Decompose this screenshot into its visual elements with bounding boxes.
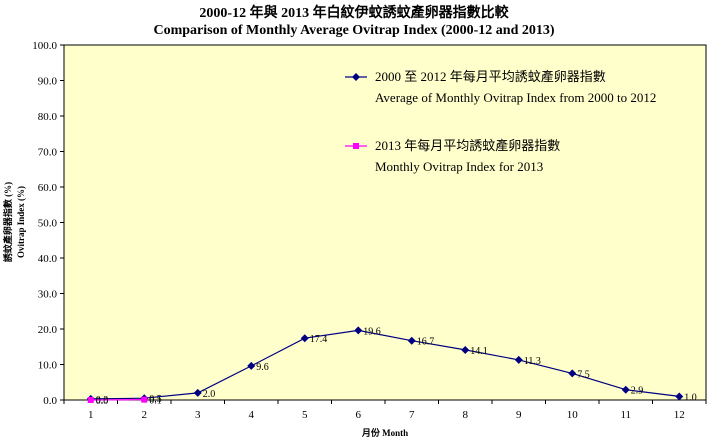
y-tick-label: 60.0: [38, 182, 58, 194]
x-tick-label: 12: [674, 409, 685, 421]
x-tick-label: 8: [463, 409, 469, 421]
series-1-point: [461, 345, 470, 354]
x-axis: 1 2 3 4 5 6 7 8 9 10 11 12: [63, 400, 707, 421]
x-tick-label: 10: [567, 409, 579, 421]
y-tick-label: 10.0: [38, 360, 58, 372]
series-1-data-label: 1.0: [684, 392, 697, 403]
x-tick-label: 6: [356, 409, 362, 421]
x-axis-title: 月份 Month: [361, 427, 408, 438]
x-tick-label: 2: [142, 409, 148, 421]
x-tick-label: 1: [88, 409, 94, 421]
series-1-data-label: 11.3: [524, 356, 541, 367]
chart-title: 2000-12 年與 2013 年白紋伊蚊誘蚊產卵器指數比較: [199, 4, 509, 21]
series-1-point: [247, 361, 256, 370]
series-1-point: [675, 392, 684, 401]
series-1-point: [514, 355, 523, 364]
series-1-data-label: 9.6: [256, 362, 269, 373]
y-tick-label: 80.0: [38, 111, 58, 123]
series-1-point: [193, 388, 202, 397]
y-tick-label: 90.0: [38, 76, 58, 88]
series-1-data-label: 16.7: [417, 337, 435, 348]
legend-label-series-1-en: Average of Monthly Ovitrap Index from 20…: [375, 90, 656, 105]
legend-marker-series-2: [353, 143, 359, 149]
x-tick-label: 4: [249, 409, 255, 421]
series-1-point: [354, 326, 363, 335]
y-tick-label: 30.0: [38, 289, 58, 301]
y-tick-label: 70.0: [38, 147, 58, 159]
series-1-data-label: 17.4: [310, 334, 328, 345]
legend-label-series-2-zh: 2013 年每月平均誘蚊產卵器指數: [375, 138, 560, 153]
series-1-data-label: 7.5: [577, 369, 590, 380]
x-tick-label: 9: [516, 409, 522, 421]
y-tick-label: 0.0: [43, 395, 57, 407]
chart-subtitle: Comparison of Monthly Average Ovitrap In…: [153, 23, 554, 38]
series-2-point: [141, 396, 148, 403]
series-1-point: [568, 369, 577, 378]
y-tick-label: 100.0: [32, 40, 57, 52]
series-1-data-label: 2.0: [203, 389, 216, 400]
series-1-point: [407, 336, 416, 345]
series-1-line: [90, 329, 680, 400]
series-1-data-label: 19.6: [363, 326, 381, 337]
series-1-data-label: 2.9: [631, 386, 644, 397]
y-tick-label: 50.0: [38, 218, 58, 230]
x-tick-label: 3: [195, 409, 201, 421]
legend-label-series-2-en: Monthly Ovitrap Index for 2013: [375, 159, 543, 174]
plot-area: [63, 44, 707, 401]
series-1-data-label: 0.5: [149, 394, 162, 405]
y-tick-label: 40.0: [38, 253, 58, 265]
legend: 2000 至 2012 年每月平均誘蚊產卵器指數 Average of Mont…: [345, 69, 656, 174]
x-tick-label: 11: [620, 409, 631, 421]
series-2-data-label: 0.1: [149, 396, 162, 407]
x-tick-label: 5: [302, 409, 308, 421]
series-2-point: [87, 397, 94, 403]
series-1-point: [300, 334, 309, 343]
series-2-data-label: 0.0: [96, 396, 109, 407]
y-axis: 0.0 10.0 20.0 30.0 40.0 50.0 60.0 70.0 80.0 90.0 1…: [32, 40, 64, 407]
series-layer: 0.3 0.5 2.09.617.419.616.714.111.37.52.91.…: [86, 326, 697, 407]
y-tick-label: 20.0: [38, 324, 58, 336]
y-axis-title-zh: 誘蚊產卵器指數 (%): [2, 182, 13, 262]
legend-label-series-1-zh: 2000 至 2012 年每月平均誘蚊產卵器指數: [375, 69, 606, 84]
x-tick-label: 7: [409, 409, 415, 421]
series-1-point: [621, 385, 630, 394]
y-axis-title-en: Ovitrap Index (%): [16, 186, 26, 258]
series-1-data-label: 14.1: [470, 346, 488, 357]
legend-marker-series-1: [352, 73, 360, 81]
